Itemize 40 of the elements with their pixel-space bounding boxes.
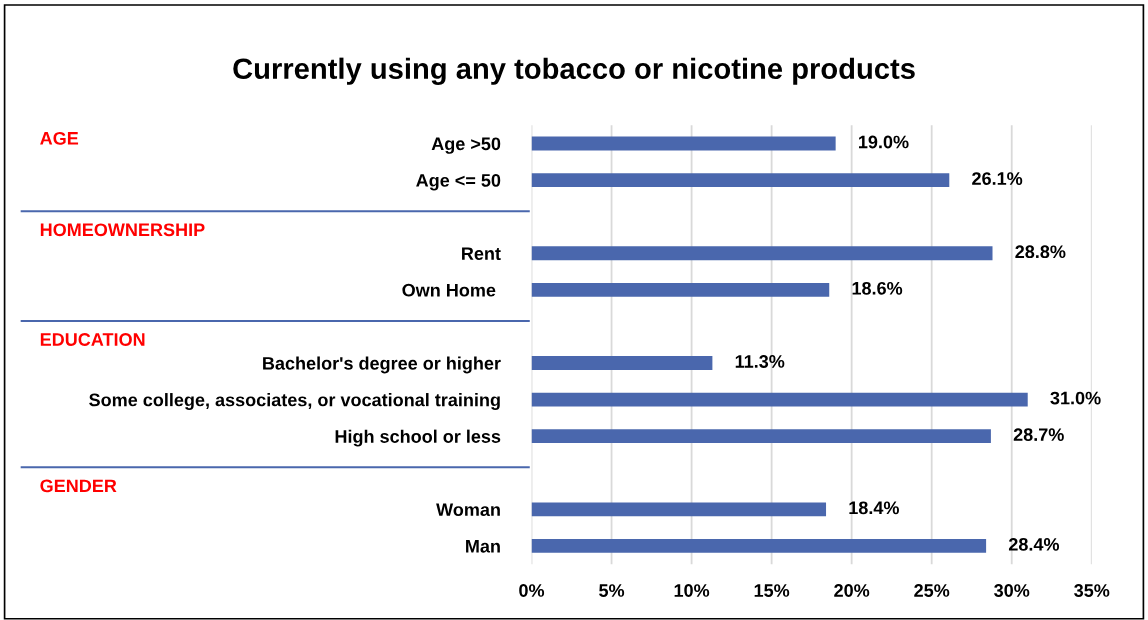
bar xyxy=(531,246,993,261)
chart-title: Currently using any tobacco or nicotine products xyxy=(233,57,915,85)
text: EDUCATION xyxy=(40,333,145,346)
y-tick-label: Age <= 50 xyxy=(416,174,501,191)
y-tick-label: Own Home xyxy=(402,283,496,297)
x-tick-label: 5% xyxy=(599,584,625,597)
bar xyxy=(531,502,827,517)
text: GENDER xyxy=(40,479,117,493)
data-label: 28.4% xyxy=(1008,537,1060,551)
bar xyxy=(531,356,713,370)
y-tick-label: Age >50 xyxy=(431,137,501,154)
y-tick-label: Man xyxy=(466,540,500,553)
x-tick-label: 10% xyxy=(674,584,710,597)
bar xyxy=(531,392,1028,407)
data-label: 18.6% xyxy=(852,281,903,295)
y-tick-label: Some college, associates, or vocational training xyxy=(89,393,500,410)
text: AGE xyxy=(40,131,79,145)
x-tick-label: 0% xyxy=(519,584,545,597)
data-label: 11.3% xyxy=(735,355,785,368)
x-tick-label: 20% xyxy=(834,584,870,597)
text: HOMEOWNERSHIP xyxy=(40,223,205,237)
y-tick-label: Rent xyxy=(462,247,501,260)
x-tick-label: 35% xyxy=(1074,584,1110,597)
bar xyxy=(531,282,830,297)
data-label: 18.4% xyxy=(849,501,899,515)
bar xyxy=(531,136,836,151)
y-tick-label: Bachelor's degree or higher xyxy=(263,356,501,374)
data-label: 31.0% xyxy=(1050,391,1101,405)
data-label: 19.0% xyxy=(859,135,909,149)
x-tick-label: 25% xyxy=(914,584,950,597)
y-tick-label: Woman xyxy=(436,503,500,517)
x-tick-label: 15% xyxy=(754,584,790,597)
y-tick-label: High school or less xyxy=(335,429,501,447)
bar xyxy=(531,538,987,553)
data-label: 28.7% xyxy=(1013,428,1064,442)
data-label: 26.1% xyxy=(972,172,1023,185)
x-tick-label: 30% xyxy=(994,584,1030,597)
data-label: 28.8% xyxy=(1015,245,1066,259)
bar xyxy=(531,173,950,188)
bar xyxy=(531,429,991,444)
